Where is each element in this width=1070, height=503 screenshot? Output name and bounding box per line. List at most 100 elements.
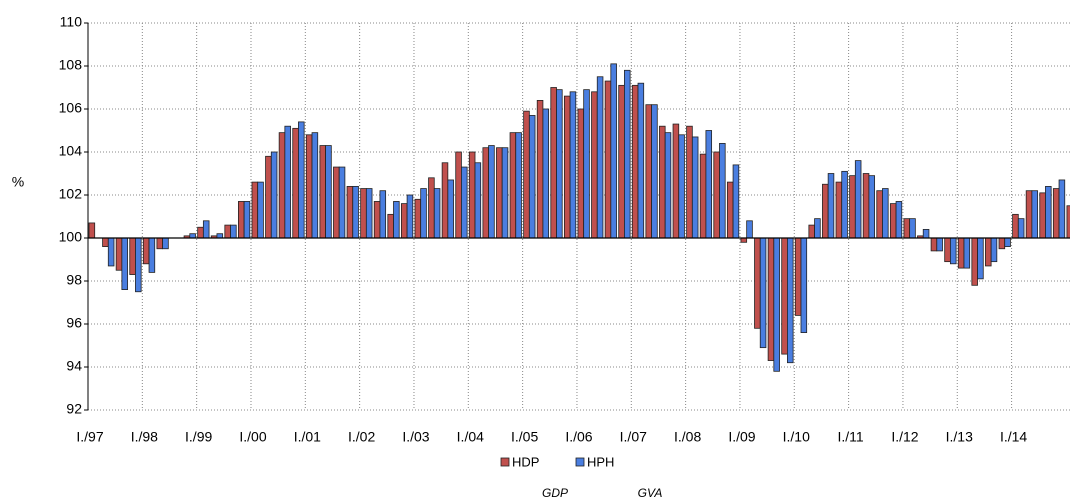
bar: [659, 125, 666, 239]
bar: [393, 201, 400, 239]
bar: [903, 218, 911, 239]
x-tick-label: I./01: [294, 429, 321, 445]
bar: [746, 220, 753, 239]
y-axis-label: %: [12, 174, 24, 190]
bar: [1058, 179, 1066, 239]
bar: [963, 237, 971, 269]
bar: [107, 237, 115, 267]
bar: [333, 166, 340, 239]
bar: [319, 145, 327, 239]
legend-note: GDP: [542, 486, 568, 500]
y-tick-label: 96: [66, 315, 82, 331]
bar: [189, 233, 196, 239]
y-tick-label: 104: [59, 143, 83, 159]
bar: [781, 237, 788, 355]
x-tick-label: I./05: [511, 429, 538, 445]
bar: [121, 237, 128, 290]
bar: [773, 237, 780, 372]
bar: [406, 194, 414, 239]
bar: [488, 145, 495, 239]
bar: [156, 237, 164, 250]
bar: [420, 188, 427, 239]
bar: [827, 173, 835, 239]
bar: [455, 151, 462, 239]
bar: [563, 95, 571, 239]
x-tick-label: I./07: [620, 429, 647, 445]
bar: [922, 228, 930, 239]
legend-swatch: [500, 457, 510, 467]
bar: [501, 147, 509, 239]
bar: [474, 162, 482, 239]
bar: [895, 201, 903, 239]
bar: [985, 237, 992, 267]
bar: [1039, 192, 1046, 239]
legend-note: GVA: [638, 486, 663, 500]
y-tick-label: 92: [66, 401, 82, 417]
bar: [998, 237, 1006, 250]
x-tick-label: I./04: [457, 429, 484, 445]
x-tick-label: I./12: [891, 429, 918, 445]
bar: [732, 164, 740, 239]
bar: [523, 110, 530, 239]
bar: [719, 142, 726, 239]
bar: [428, 177, 435, 239]
bar: [352, 185, 359, 239]
bar: [162, 237, 169, 250]
bar: [556, 89, 563, 239]
x-tick-label: I./02: [348, 429, 375, 445]
bar: [705, 130, 713, 239]
x-tick-label: I./03: [402, 429, 429, 445]
y-tick-label: 98: [66, 272, 82, 288]
bar: [686, 125, 693, 239]
bar: [1017, 218, 1025, 239]
bar: [414, 198, 422, 239]
bar: [311, 132, 319, 239]
bar: [726, 181, 734, 239]
bars: [88, 63, 1070, 372]
bar: [596, 76, 604, 239]
bar: [135, 237, 142, 293]
bar: [400, 203, 408, 239]
x-tick-label: I./09: [728, 429, 755, 445]
bar: [115, 237, 123, 271]
bar: [338, 166, 346, 239]
legend-label: HDP: [512, 454, 539, 469]
bar: [88, 222, 96, 239]
bar: [800, 237, 808, 333]
bar: [542, 108, 550, 239]
x-tick-label: I./14: [1000, 429, 1027, 445]
bar: [909, 218, 916, 239]
x-tick-label: I./00: [239, 429, 266, 445]
bar: [854, 160, 862, 239]
bar: [787, 237, 794, 364]
legend-swatch: [575, 457, 585, 467]
bar: [325, 145, 332, 239]
bar: [461, 166, 468, 239]
bar: [265, 155, 272, 239]
bar: [528, 115, 536, 239]
bar: [577, 108, 585, 239]
bar: [1025, 190, 1033, 239]
bar: [496, 147, 503, 239]
bar: [433, 188, 441, 239]
bar: [971, 237, 978, 286]
bar: [713, 151, 720, 239]
bar: [298, 121, 305, 239]
bar: [197, 226, 204, 239]
bar: [637, 82, 645, 239]
bar: [257, 181, 264, 239]
bar: [387, 213, 394, 239]
y-tick-label: 108: [59, 57, 83, 73]
x-tick-label: I./10: [783, 429, 810, 445]
bar: [740, 237, 748, 243]
bar: [949, 237, 957, 265]
bar: [270, 151, 278, 239]
bar: [835, 181, 843, 239]
bar: [759, 237, 767, 349]
bar: [536, 100, 544, 239]
bar: [664, 132, 672, 239]
bar: [882, 188, 889, 239]
bar: [482, 147, 489, 239]
x-tick-label: I./06: [565, 429, 592, 445]
